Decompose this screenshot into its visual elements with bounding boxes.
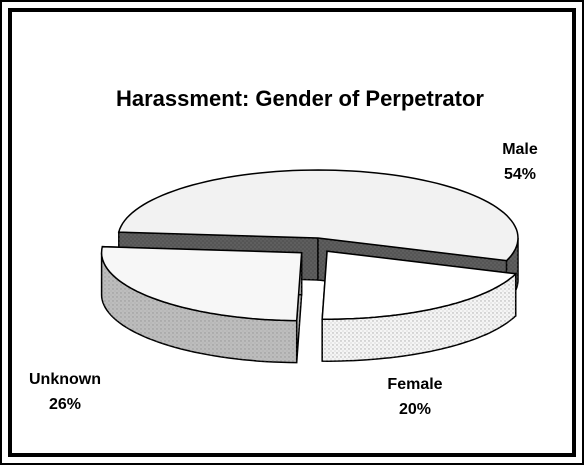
slice-value-label: 54% <box>504 166 536 183</box>
slice-wall-texture <box>322 273 516 362</box>
slice-top <box>321 250 518 320</box>
slice-value-label: 20% <box>399 401 431 418</box>
slice-wall-texture <box>101 252 297 363</box>
chart-title: Harassment: Gender of Perpetrator <box>116 86 484 111</box>
slice-top <box>100 245 303 322</box>
slice-label: Male <box>502 141 538 158</box>
slice-value-label: 26% <box>49 396 81 413</box>
slice-top <box>117 169 519 262</box>
slice <box>321 250 518 362</box>
slice <box>100 245 303 364</box>
slice-label: Female <box>387 376 442 393</box>
slice-label: Unknown <box>29 371 101 388</box>
